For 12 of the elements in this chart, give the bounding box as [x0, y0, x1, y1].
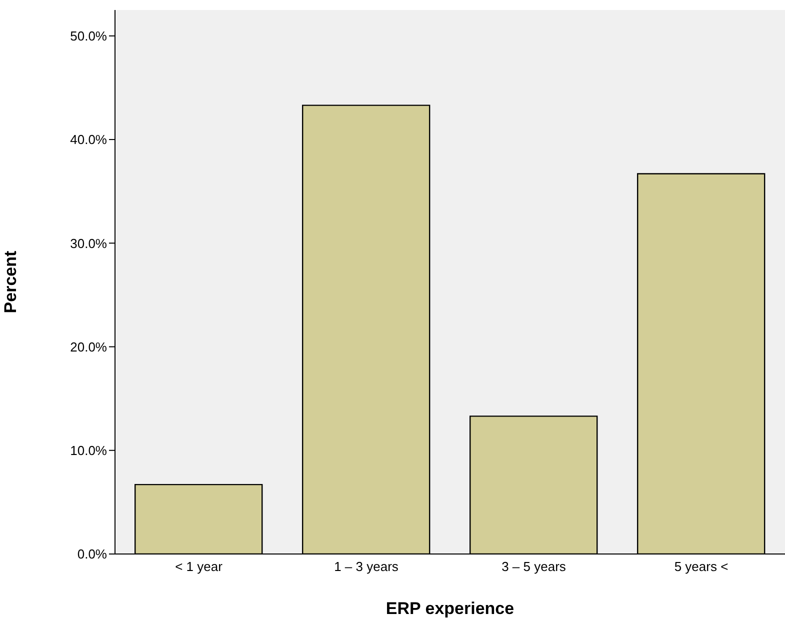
- y-tick-label: 30.0%: [70, 236, 108, 251]
- y-axis-title: Percent: [1, 250, 20, 314]
- y-tick-label: 10.0%: [70, 442, 108, 458]
- y-tick-label: 50.0%: [70, 28, 108, 44]
- x-tick-label: 5 years <: [674, 559, 728, 574]
- x-tick-label: 3 – 5 years: [502, 559, 566, 574]
- x-axis-title: ERP experience: [386, 599, 514, 618]
- y-tick-label: 20.0%: [70, 339, 108, 354]
- x-tick-label: < 1 year: [175, 559, 224, 574]
- y-tick-label: 40.0%: [70, 132, 108, 148]
- y-tick-label: 0.0%: [77, 546, 108, 562]
- x-tick-label: 1 – 3 years: [334, 559, 399, 574]
